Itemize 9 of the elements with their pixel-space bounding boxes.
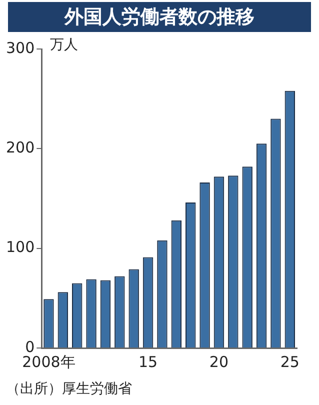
- chart-title: 外国人労働者数の推移: [8, 2, 311, 32]
- text: （出所）厚生労働省: [6, 380, 132, 398]
- y-tick-label: 100: [6, 238, 35, 256]
- x-tick-label: 15: [138, 352, 158, 371]
- y-tick-label: 200: [6, 138, 35, 157]
- x-tick-label: 25: [280, 352, 300, 371]
- y-tick-label: 300: [6, 38, 35, 57]
- y-axis-title: 万人: [50, 36, 78, 54]
- x-tick-label: 20: [209, 352, 229, 371]
